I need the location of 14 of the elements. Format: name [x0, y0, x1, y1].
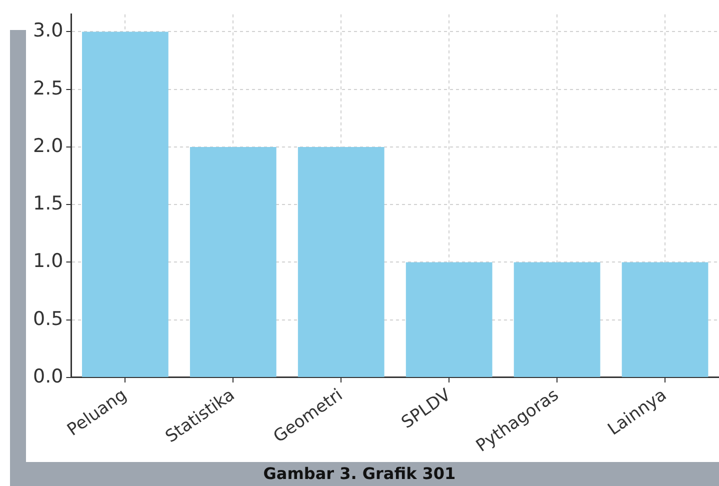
- y-tick-label: 2.5: [33, 77, 64, 100]
- y-tick-label: 0.5: [33, 308, 64, 330]
- y-tick-label: 2.0: [33, 134, 64, 157]
- bar: [514, 262, 600, 377]
- bar: [406, 262, 492, 377]
- y-tick-label: 3.0: [33, 20, 64, 42]
- bar: [622, 262, 708, 377]
- bar: [298, 146, 384, 377]
- y-tick-label: 1.0: [33, 250, 64, 272]
- bar: [82, 32, 168, 377]
- bar: [190, 146, 276, 377]
- text: Gambar 3. Grafik 301: [262, 463, 457, 485]
- y-tick-label: 0.0: [33, 365, 64, 388]
- y-tick-label: 1.5: [33, 192, 64, 214]
